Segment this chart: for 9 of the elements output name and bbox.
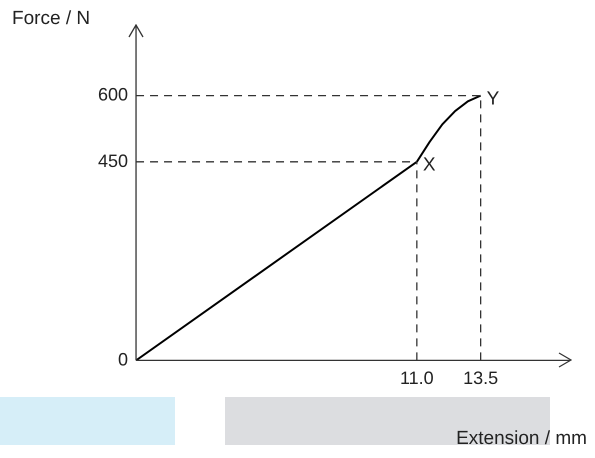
y-tick-label: 0	[118, 349, 128, 370]
x-axis-title: Extension / mm	[456, 428, 587, 450]
y-axis-title: Force / N	[12, 8, 90, 30]
annotation: Y	[486, 88, 500, 110]
x-tick-label: 11.0	[400, 368, 434, 388]
annotation: X	[422, 154, 436, 176]
y-tick-label: 450	[98, 150, 128, 171]
y-tick-label: 600	[98, 84, 128, 105]
x-tick-label: 13.5	[463, 368, 498, 388]
